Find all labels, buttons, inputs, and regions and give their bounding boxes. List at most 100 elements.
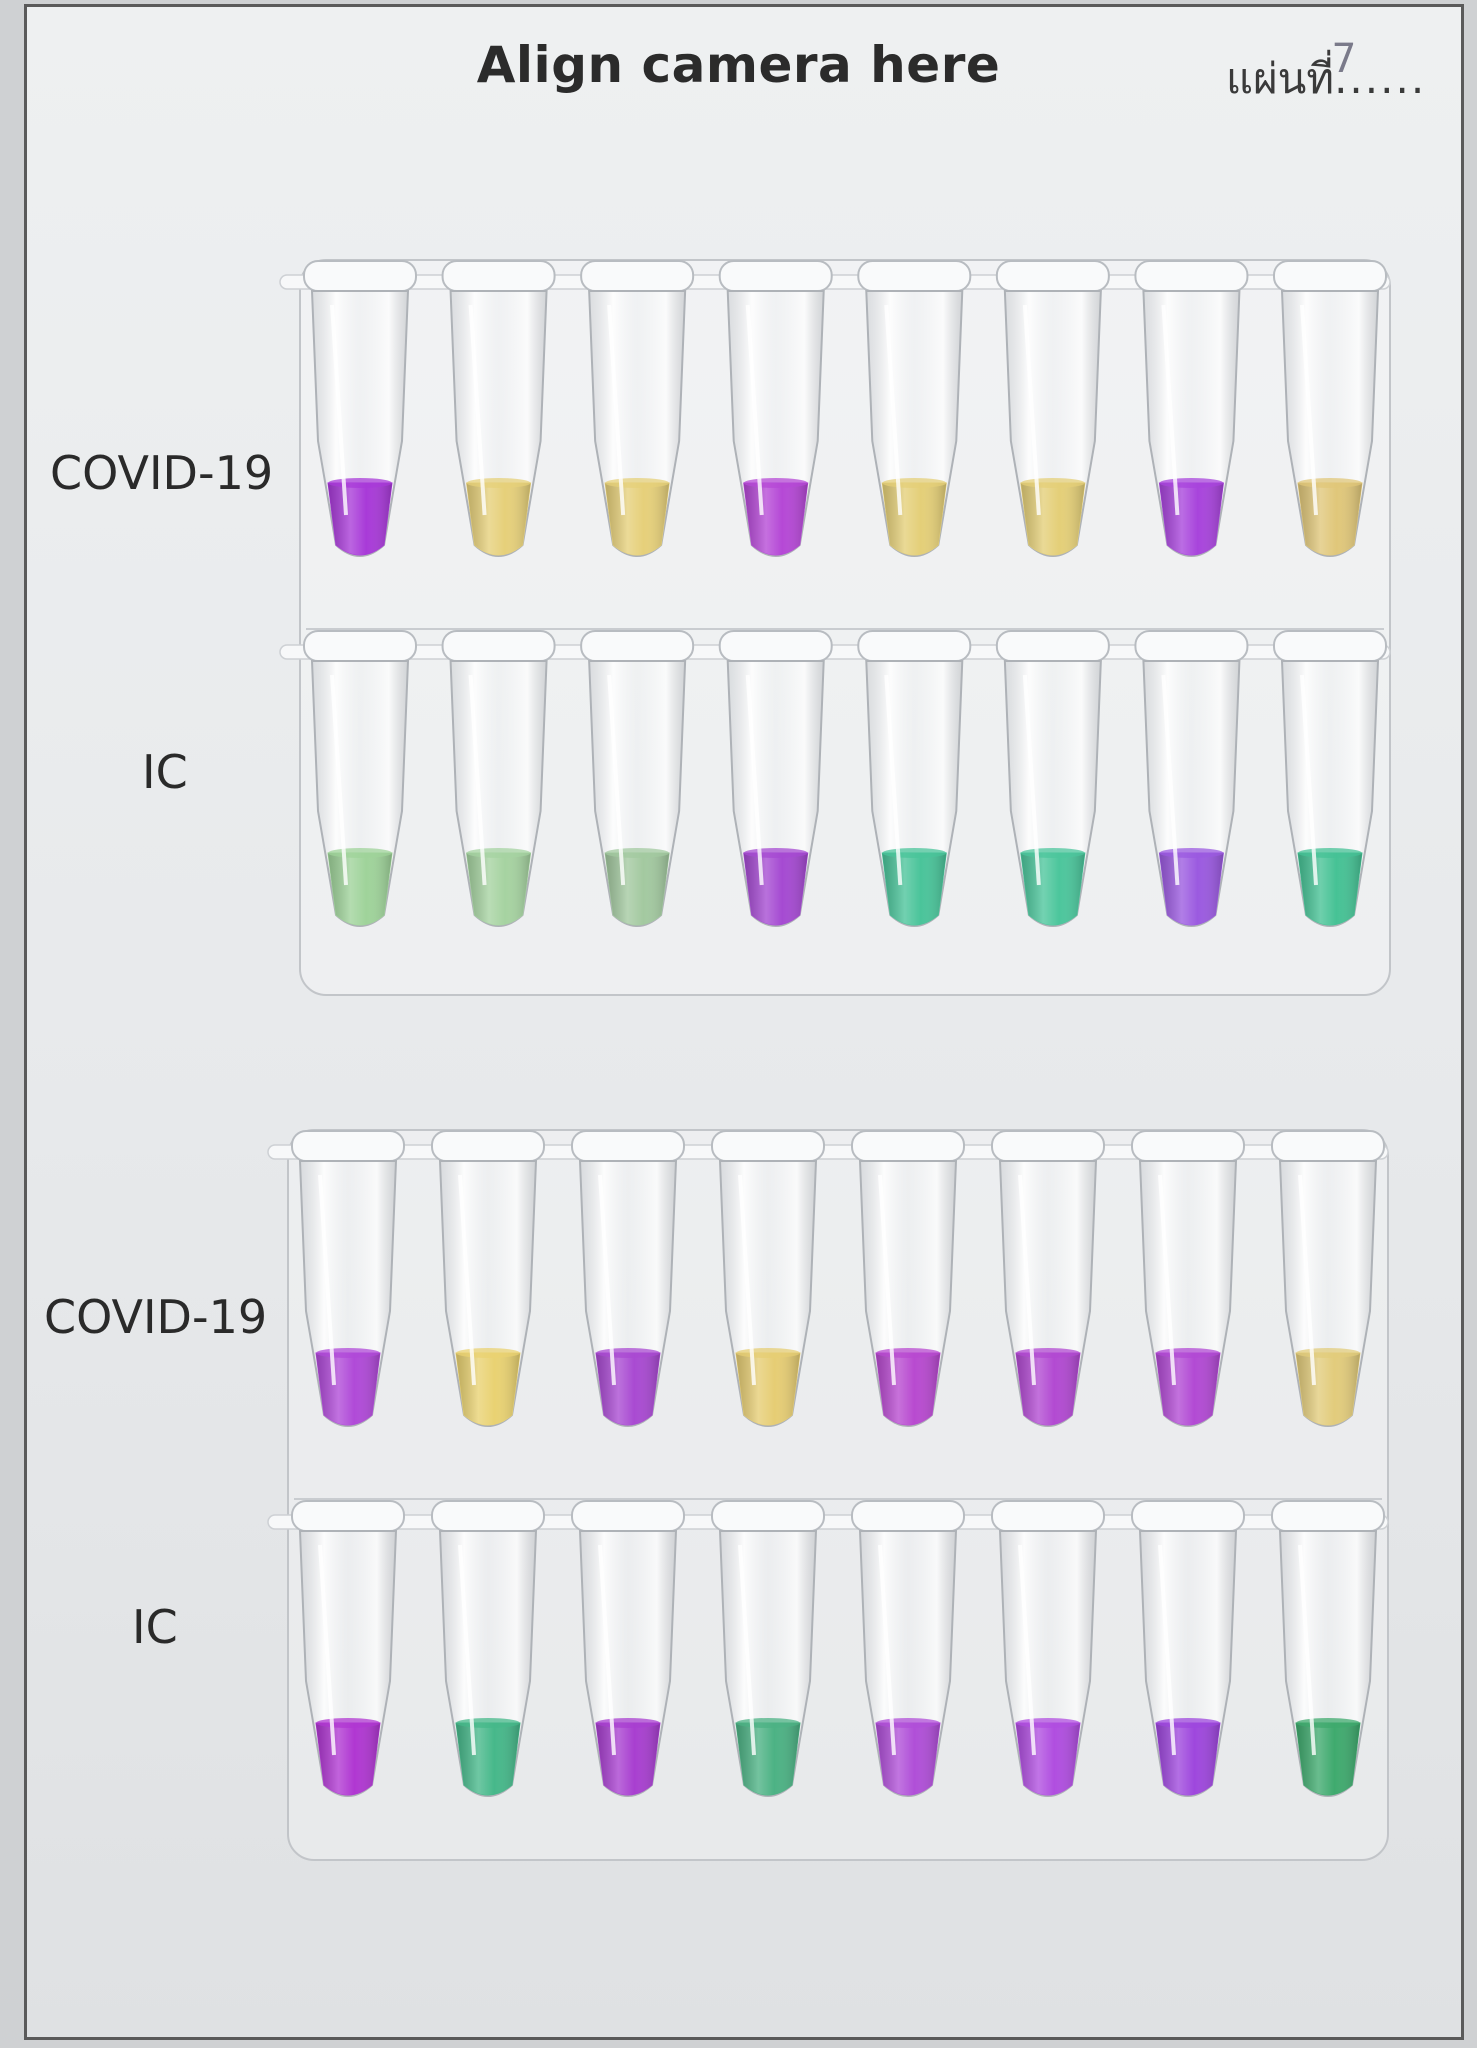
tube-meniscus [1016, 1348, 1080, 1358]
pcr-tube [711, 1500, 825, 1797]
tube-liquid-shade [743, 853, 808, 925]
tube-liquid-shade [876, 1723, 940, 1795]
tube-cap [711, 1130, 825, 1162]
pcr-tube [431, 1500, 545, 1797]
pcr-tube [718, 630, 833, 927]
tube-meniscus [743, 478, 808, 488]
tube-meniscus [1296, 1718, 1360, 1728]
tube-liquid-shade [736, 1723, 800, 1795]
tube-cap [991, 1130, 1105, 1162]
tube-liquid-shade [743, 483, 808, 555]
tube-highlight [607, 674, 626, 886]
pcr-tube [431, 1130, 545, 1427]
tube-liquid-shade [466, 483, 531, 555]
tube-highlight [1161, 674, 1180, 886]
tube-cap [718, 260, 833, 292]
tube-highlight [745, 674, 764, 886]
pcr-tube [718, 260, 833, 557]
tube-cap [991, 1500, 1105, 1532]
tube-highlight [738, 1544, 756, 1756]
tube-liquid-shade [1016, 1353, 1080, 1425]
pcr-tube [1134, 630, 1249, 927]
tube-highlight [884, 674, 903, 886]
pcr-tube [991, 1500, 1105, 1797]
tube-liquid-shade [605, 853, 670, 925]
tube-liquid-shade [736, 1353, 800, 1425]
tube-meniscus [316, 1348, 380, 1358]
pcr-tube [303, 260, 417, 557]
tube-cap [571, 1500, 685, 1532]
tube-highlight [884, 304, 903, 516]
tube-meniscus [876, 1718, 940, 1728]
tube-meniscus [1020, 478, 1085, 488]
page-title: Align camera here [476, 36, 1001, 94]
tube-liquid-shade [1298, 853, 1362, 925]
tube-liquid-shade [1298, 483, 1362, 555]
tube-liquid-shade [876, 1353, 940, 1425]
tube-meniscus [1298, 848, 1362, 858]
tube-highlight [458, 1544, 476, 1756]
pcr-tube [995, 260, 1110, 557]
tube-liquid-shade [316, 1353, 380, 1425]
tube-cap [431, 1500, 545, 1532]
tube-meniscus [1020, 848, 1085, 858]
tube-liquid-shade [1159, 483, 1224, 555]
row-label-ic-bottom: IC [132, 1600, 178, 1654]
tube-cap [580, 260, 695, 292]
pcr-tube [1271, 1500, 1385, 1797]
tube-meniscus [1159, 848, 1224, 858]
tube-highlight [738, 1174, 756, 1386]
tube-strip-connector [279, 274, 1391, 290]
tube-cap [995, 630, 1110, 662]
tube-meniscus [1016, 1718, 1080, 1728]
pcr-tube [1273, 630, 1387, 927]
tube-liquid-shade [456, 1353, 520, 1425]
tube-cap [1271, 1500, 1385, 1532]
tube-liquid-shade [882, 483, 947, 555]
pcr-tube [995, 630, 1110, 927]
row-label-covid-top: COVID-19 [50, 446, 274, 500]
tube-cap [303, 630, 417, 662]
pcr-tube [991, 1130, 1105, 1427]
tube-liquid-shade [328, 483, 392, 555]
tube-meniscus [328, 848, 392, 858]
tube-meniscus [466, 848, 531, 858]
tube-strip-connector [279, 644, 1391, 660]
tube-highlight [468, 304, 487, 516]
tube-cap [580, 630, 695, 662]
pcr-tube [291, 1130, 405, 1427]
tube-highlight [330, 674, 348, 886]
tube-meniscus [596, 1718, 660, 1728]
tube-liquid-shade [328, 853, 392, 925]
sheet-number-handwritten: 7 [1331, 36, 1357, 82]
tube-liquid-shade [605, 483, 670, 555]
tube-liquid-shade [1296, 1723, 1360, 1795]
tube-liquid-shade [1020, 483, 1085, 555]
pcr-tube [1271, 1130, 1385, 1427]
tube-highlight [607, 304, 626, 516]
row-label-ic-top: IC [142, 745, 188, 799]
tube-meniscus [605, 478, 670, 488]
row-label-covid-bottom: COVID-19 [44, 1290, 268, 1344]
tube-cap [1273, 630, 1387, 662]
pcr-tube [711, 1130, 825, 1427]
tube-liquid-shade [1156, 1723, 1220, 1795]
tube-highlight [1022, 674, 1041, 886]
tube-liquid-shade [882, 853, 947, 925]
pcr-tube [580, 260, 695, 557]
tube-highlight [1022, 304, 1041, 516]
tube-liquid-shade [596, 1353, 660, 1425]
tube-liquid-shade [1159, 853, 1224, 925]
tube-highlight [1018, 1174, 1036, 1386]
rack-panel [287, 1129, 1389, 1861]
rack-panel [299, 259, 1391, 996]
tube-meniscus [882, 478, 947, 488]
tube-meniscus [1298, 478, 1362, 488]
tube-meniscus [736, 1718, 800, 1728]
pcr-tube [580, 630, 695, 927]
tubes [267, 260, 1391, 1797]
pcr-tube [857, 260, 972, 557]
tube-highlight [468, 674, 487, 886]
pcr-tube [1134, 260, 1249, 557]
